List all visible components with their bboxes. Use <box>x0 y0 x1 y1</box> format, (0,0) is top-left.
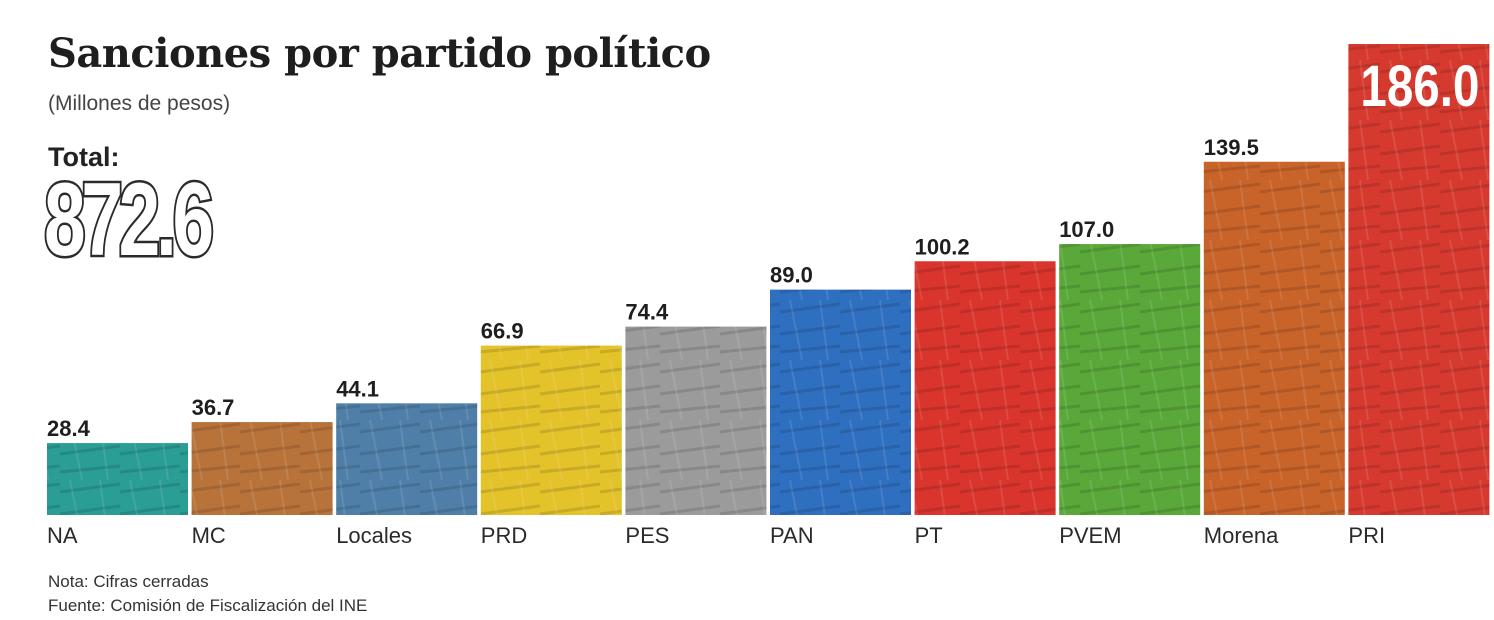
category-label-na: NA <box>47 523 78 548</box>
bar-texture-morena <box>1203 161 1345 515</box>
category-label-pes: PES <box>625 523 669 548</box>
value-label-prd: 66.9 <box>481 319 524 344</box>
value-label-locales: 44.1 <box>336 376 379 401</box>
bar-chart: 28.4 NA 36.7 MC 44.1 Locales 66.9 PRD 74.4 PES 89.… <box>47 44 1490 548</box>
bar-texture-na <box>47 443 188 515</box>
category-label-morena: Morena <box>1204 523 1279 548</box>
category-label-mc: MC <box>192 523 226 548</box>
bar-texture-pvem <box>1059 244 1201 515</box>
value-label-pvem: 107.0 <box>1059 217 1114 242</box>
value-label-pan: 89.0 <box>770 263 813 288</box>
category-label-pt: PT <box>915 523 943 548</box>
chart-title: Sanciones por partido político <box>48 30 711 77</box>
value-label-na: 28.4 <box>47 416 91 441</box>
total-value: 872.6 <box>42 162 216 278</box>
category-label-pri: PRI <box>1348 523 1385 548</box>
bar-texture-pri <box>1348 44 1490 515</box>
chart-subtitle: (Millones de pesos) <box>48 92 231 115</box>
category-label-prd: PRD <box>481 523 527 548</box>
bar-texture-pan <box>770 289 911 515</box>
bar-texture-prd <box>480 345 622 515</box>
value-label-morena: 139.5 <box>1204 135 1259 160</box>
bars-group: 28.4 NA 36.7 MC 44.1 Locales 66.9 PRD 74.4 PES 89.… <box>47 44 1490 548</box>
bar-texture-mc <box>191 422 333 515</box>
value-label-pes: 74.4 <box>625 300 669 325</box>
total-label: Total: <box>48 142 120 172</box>
category-label-pvem: PVEM <box>1059 523 1121 548</box>
category-label-locales: Locales <box>336 523 412 548</box>
footnote: Nota: Cifras cerradas <box>48 572 209 591</box>
bar-texture-pes <box>625 326 767 515</box>
bar-texture-locales <box>336 403 478 515</box>
bar-texture-pt <box>914 261 1056 515</box>
value-label-mc: 36.7 <box>192 395 235 420</box>
value-label-pri: 186.0 <box>1360 55 1479 120</box>
source-note: Fuente: Comisión de Fiscalización del IN… <box>48 596 368 615</box>
value-label-pt: 100.2 <box>915 234 970 259</box>
category-label-pan: PAN <box>770 523 814 548</box>
